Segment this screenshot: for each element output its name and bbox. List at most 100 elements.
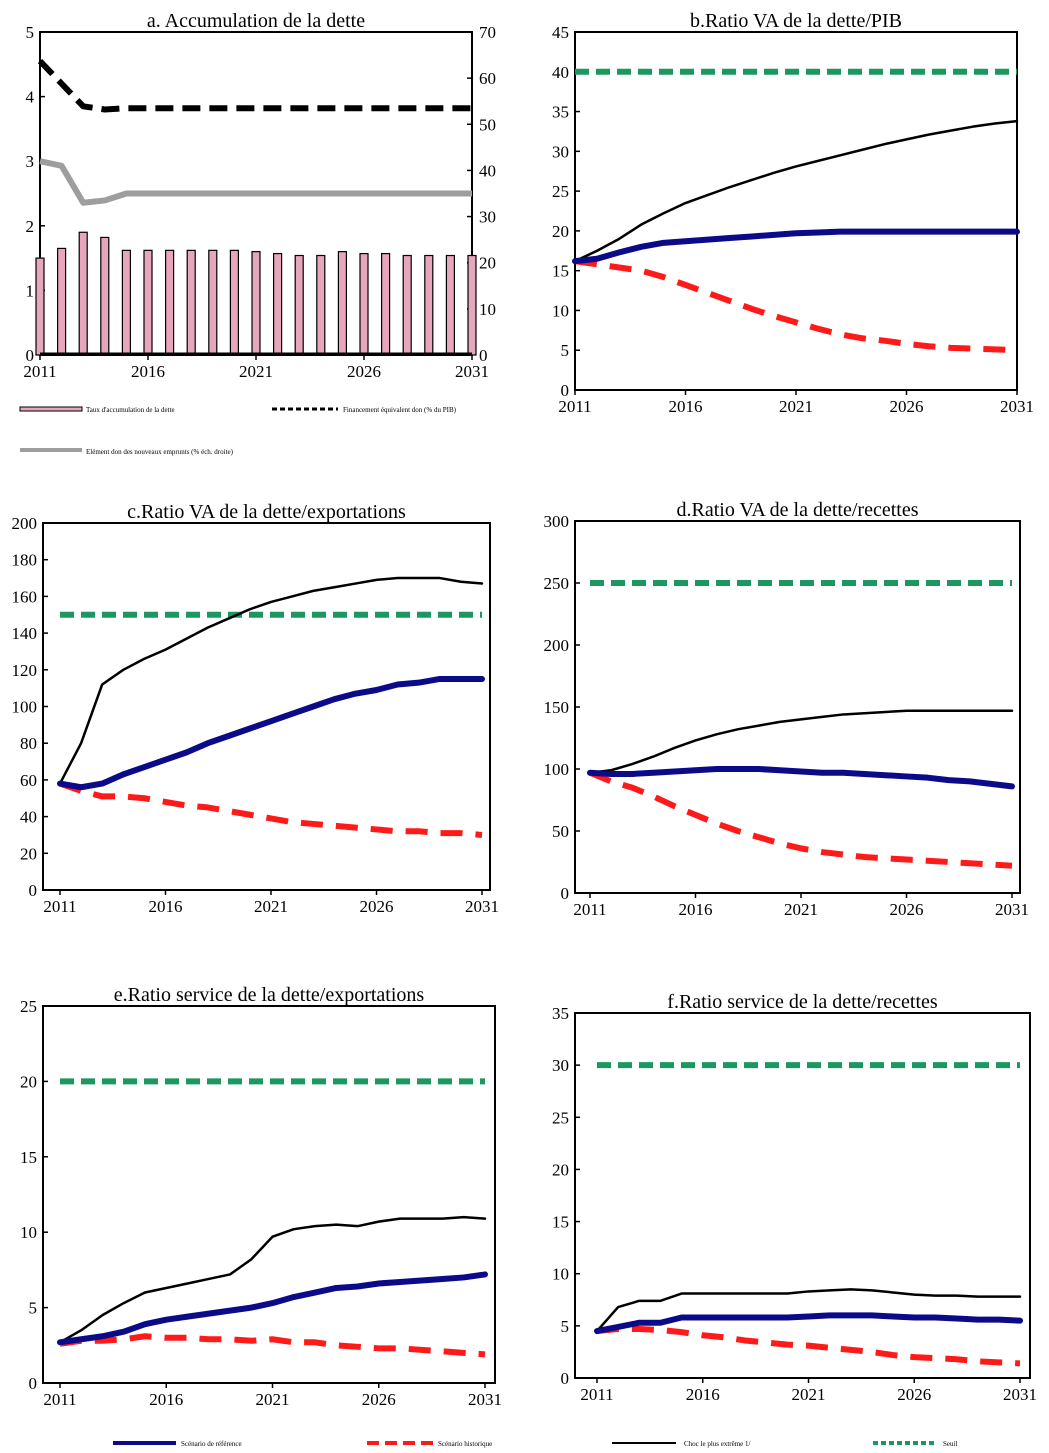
panel-f: f.Ratio service de la dette/recettes 0 5 10… [552,991,1037,1404]
series-line-historical [574,258,1018,354]
y-tick-label: 100 [544,760,570,779]
x-tick-label: 2016 [131,362,165,381]
x-tick-label: 2021 [779,397,813,416]
x-tick-label: 2026 [362,1390,396,1409]
y-tick-label: 25 [552,1108,569,1127]
debt-accumulation-bar [445,254,455,356]
debt-accumulation-bar [229,249,239,356]
plot-frame [574,1012,1031,1379]
x-tick-label: 2021 [792,1385,826,1404]
series-line-historical [59,780,483,838]
x-tick-label: 2026 [890,900,924,919]
y-tick-label: 30 [552,142,569,161]
legend-panel-a: Taux d'accumulation de la dette Financeme… [19,406,457,456]
y-tick-label: 20 [20,844,37,863]
debt-accumulation-bar [186,249,196,356]
x-tick-label: 2016 [669,397,703,416]
y-tick-label: 20 [552,222,569,241]
x-tick-label: 2011 [558,397,591,416]
y-tick-label: 10 [552,1265,569,1284]
x-tick-label: 2031 [455,362,489,381]
debt-accumulation-bar [100,236,110,356]
y-tick-label: 80 [20,734,37,753]
debt-accumulation-bar [337,251,347,356]
y-tick-label: 20 [552,1160,569,1179]
series-line-extreme-shock [588,709,1014,774]
x-tick-label: 2026 [890,397,924,416]
x-tick-label: 2016 [149,1390,183,1409]
x-tick-label: 2026 [360,897,394,916]
x-tick-label: 2011 [573,900,606,919]
legend-label: Choc le plus extrême 1/ [684,1440,751,1448]
plot-frame [574,31,1018,391]
legend-label: Financement équivalent don (% du PIB) [343,406,457,414]
panel-b: b.Ratio VA de la dette/PIB 0 5 10 15 20 25 30 35… [552,10,1034,416]
series-line-baseline [572,228,1020,265]
y-tick-label: 15 [552,1213,569,1232]
x-tick-label: 2016 [686,1385,720,1404]
y-tick-label: 300 [544,512,570,531]
x-tick-label: 2011 [43,897,76,916]
x-tick-label: 2011 [23,362,56,381]
y-tick-label: 0 [29,881,38,900]
y-tick-label: 60 [20,771,37,790]
debt-accumulation-bar [294,254,304,356]
chart-title: d.Ratio VA de la dette/recettes [677,499,919,521]
panel-a: a. Accumulation de la dette0123450102030… [23,10,496,381]
y-tick-label: 15 [20,1148,37,1167]
y-tick-label: 35 [552,103,569,122]
chart-title: b.Ratio VA de la dette/PIB [690,10,902,32]
chart-title: a. Accumulation de la dette [147,10,365,32]
chart-title: e.Ratio service de la dette/exportations [114,984,425,1006]
y-tick-label: 1 [26,281,35,300]
legend-bottom: Scénario de référence Scénario historique… [113,1440,957,1448]
debt-accumulation-bar [208,249,218,356]
debt-accumulation-bar [273,252,283,356]
debt-accumulation-bar [35,257,45,356]
legend-label: Scénario de référence [181,1440,242,1448]
y-tick-label: 250 [544,574,570,593]
y-tick-label: 25 [20,997,37,1016]
series-grant-element [39,158,472,206]
x-tick-label: 2026 [347,362,381,381]
x-tick-label: 2031 [995,900,1029,919]
x-tick-label: 2031 [468,1390,502,1409]
y-tick-label: 40 [20,808,37,827]
y-tick-label: 120 [12,661,38,680]
legend-label: Scénario historique [438,1440,492,1448]
chart-title: f.Ratio service de la dette/recettes [667,991,938,1013]
series-line-baseline [594,1312,1023,1335]
debt-accumulation-bar [121,249,132,356]
debt-accumulation-bar [251,251,261,356]
y2-tick-label: 30 [479,208,496,227]
y-tick-label: 160 [12,587,38,606]
x-tick-label: 2026 [897,1385,931,1404]
y-tick-label: 3 [26,152,35,171]
x-tick-label: 2021 [254,897,288,916]
legend-label: Seuil [943,1440,957,1448]
y-tick-label: 25 [552,182,569,201]
panel-c: c.Ratio VA de la dette/exportations 0 20 40… [12,501,500,916]
chart-title: c.Ratio VA de la dette/exportations [127,501,406,523]
series-line-baseline [587,766,1015,790]
y-tick-label: 15 [552,262,569,281]
y-tick-label: 40 [552,63,569,82]
debt-accumulation-bar [359,252,369,356]
series-line-baseline [57,1271,488,1346]
legend-label: Elément don des nouveaux emprunts (% éch… [86,448,234,456]
debt-accumulation-bar [56,247,67,356]
y-tick-label: 140 [12,624,38,643]
y-tick-label: 45 [552,23,569,42]
x-tick-label: 2016 [149,897,183,916]
y-tick-label: 100 [12,698,38,717]
series-line-extreme-shock [573,119,1019,263]
series-line-extreme-shock [58,1215,487,1344]
x-tick-label: 2021 [239,362,273,381]
series-line-historical [59,1333,486,1358]
series-line-extreme-shock [58,576,484,785]
panel-d: d.Ratio VA de la dette/recettes 0 50 100 150… [544,499,1030,919]
y-tick-label: 5 [29,1299,38,1318]
y-tick-label: 150 [544,698,570,717]
y-tick-label: 50 [552,822,569,841]
